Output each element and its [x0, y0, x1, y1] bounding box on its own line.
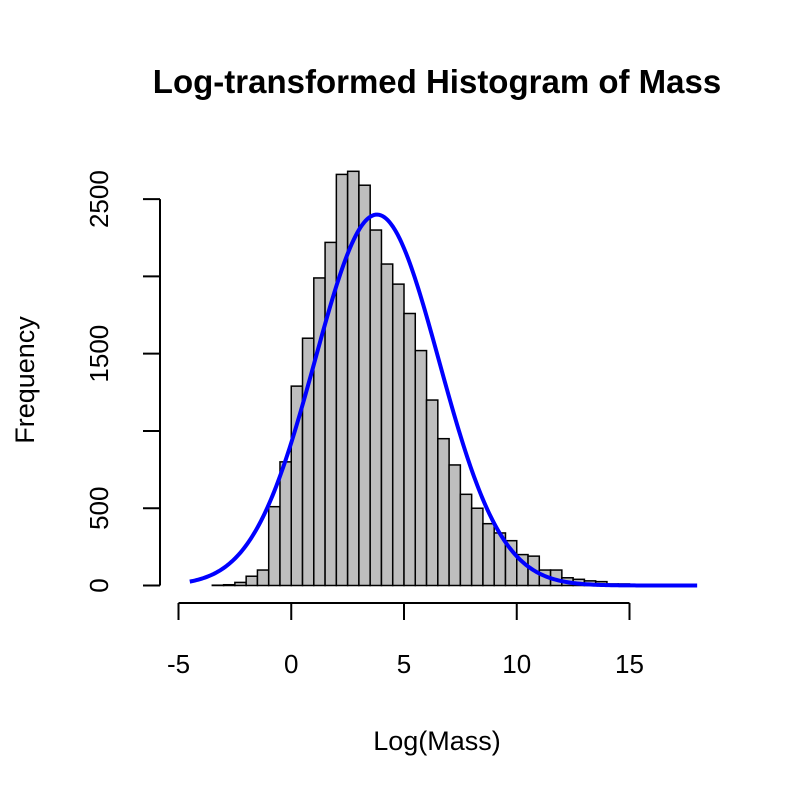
histogram-bar — [414, 349, 428, 587]
x-tick-label: 15 — [615, 649, 644, 679]
y-axis-label: Frequency — [10, 316, 40, 444]
histogram-bar — [358, 184, 371, 587]
histogram-bar — [391, 283, 405, 587]
chart-title: Log-transformed Histogram of Mass — [153, 63, 721, 100]
histogram-bar — [234, 581, 247, 587]
histogram-bar — [448, 464, 462, 587]
histogram-bar — [335, 173, 349, 587]
histogram-bar — [425, 399, 439, 587]
histogram-bar — [403, 312, 417, 587]
histogram-bar — [437, 437, 450, 587]
x-tick-label: 10 — [502, 649, 531, 679]
y-tick-label: 500 — [84, 487, 114, 530]
histogram-bars — [211, 170, 653, 587]
histogram-bar — [369, 229, 383, 587]
y-tick-label: 1500 — [84, 325, 114, 383]
y-tick-label: 0 — [84, 578, 114, 592]
histogram-bar — [222, 583, 236, 587]
y-tick-label: 2500 — [84, 170, 114, 228]
histogram-bar — [245, 575, 259, 587]
histogram-bar — [256, 569, 270, 587]
x-tick-label: -5 — [167, 649, 190, 679]
histogram-bar — [279, 461, 293, 587]
y-axis: 0 500 1500 2500 — [84, 170, 161, 593]
normal-curve — [189, 212, 698, 588]
histogram-bar — [470, 507, 484, 587]
x-tick-label: 0 — [284, 649, 298, 679]
x-axis: -5 0 5 10 15 — [167, 602, 644, 679]
histogram-bar — [482, 522, 495, 587]
x-tick-label: 5 — [397, 649, 411, 679]
x-axis-label: Log(Mass) — [373, 726, 501, 756]
histogram-bar — [267, 505, 281, 587]
histogram-bar — [459, 493, 473, 587]
histogram-bar — [380, 263, 394, 587]
